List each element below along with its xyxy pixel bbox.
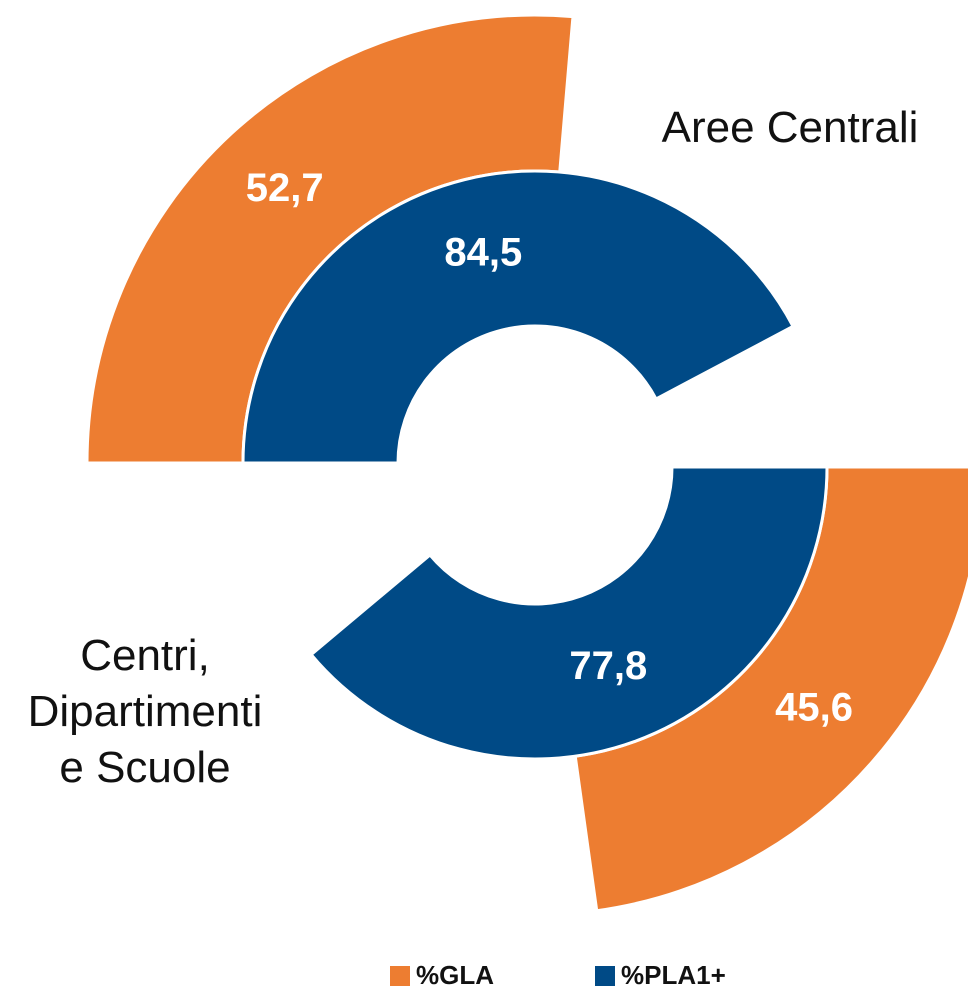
legend-swatch: [595, 966, 615, 986]
legend-label: %GLA: [416, 960, 494, 990]
arc-bar: [309, 465, 829, 761]
arc-bar: [241, 169, 796, 465]
value-label: 84,5: [444, 230, 522, 274]
value-label: 45,6: [775, 685, 853, 729]
value-label: 52,7: [246, 166, 324, 210]
category-label: Centri, Dipartimenti e Scuole: [27, 631, 263, 792]
category-label: Aree Centrali: [661, 103, 919, 152]
legend-label: %PLA1+: [621, 960, 726, 990]
value-label: 77,8: [569, 644, 647, 688]
legend-swatch: [390, 966, 410, 986]
